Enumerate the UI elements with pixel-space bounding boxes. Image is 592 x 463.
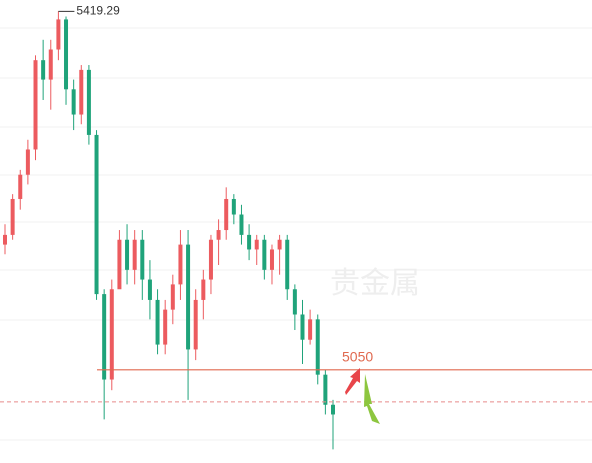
candle-body: [292, 289, 297, 315]
candle-body: [117, 239, 122, 290]
grid: [0, 27, 592, 441]
peak-label: 5419.29: [76, 4, 120, 18]
candle-body: [18, 174, 23, 199]
candle-body: [323, 374, 328, 405]
candle-body: [201, 279, 206, 300]
candle-body: [155, 299, 160, 345]
candle-body: [247, 234, 252, 250]
watermark: 贵金属: [330, 267, 420, 300]
candle-body: [239, 214, 244, 235]
candle-body: [224, 198, 229, 231]
candle-body: [86, 69, 91, 135]
candle-body: [64, 19, 69, 90]
candle-body: [163, 309, 168, 345]
candle-body: [71, 89, 76, 115]
candle-body: [109, 289, 114, 380]
candle-body: [41, 60, 46, 80]
candle-body: [102, 294, 107, 380]
candle-body: [94, 134, 99, 295]
candle-body: [140, 239, 145, 280]
candle-body: [25, 149, 30, 175]
candle-body: [48, 49, 53, 80]
down-arrow: [364, 374, 380, 424]
candle-body: [331, 404, 335, 415]
candle-body: [178, 244, 183, 285]
candle-body: [308, 319, 313, 340]
candle-body: [208, 239, 213, 280]
candle-body: [3, 234, 7, 245]
candle-body: [125, 239, 130, 270]
candle-body: [170, 284, 175, 310]
candle-body: [285, 239, 290, 290]
candle-body: [231, 198, 236, 215]
candle-body: [147, 279, 152, 300]
candle-body: [216, 230, 221, 240]
candle-body: [315, 319, 320, 375]
candle-body: [33, 60, 38, 150]
candle-body: [132, 239, 137, 270]
candle-body: [277, 239, 282, 250]
candle-body: [79, 69, 84, 115]
candle-body: [300, 314, 305, 340]
candle-body: [193, 299, 198, 350]
candle-body: [56, 19, 61, 50]
up-arrow: [345, 368, 360, 395]
candle-body: [262, 239, 267, 270]
candle-body: [269, 249, 274, 270]
candle-body: [10, 198, 15, 235]
candle-body: [186, 244, 191, 350]
candle-body: [254, 239, 259, 250]
level-label: 5050: [342, 349, 373, 365]
